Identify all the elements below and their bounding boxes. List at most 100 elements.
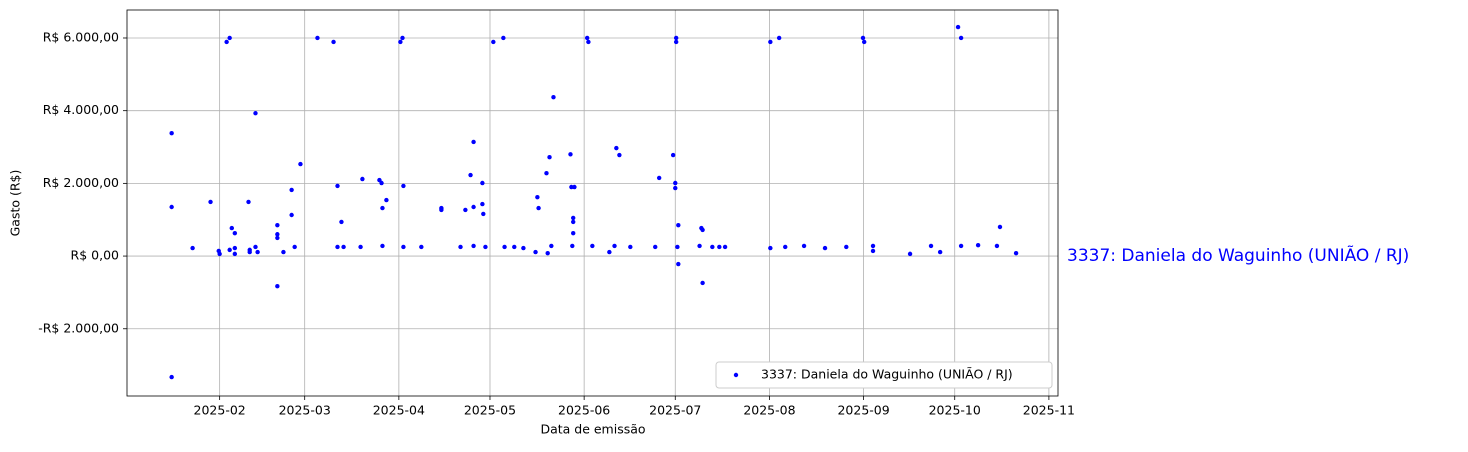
point	[617, 152, 622, 158]
point	[536, 205, 541, 211]
point	[292, 244, 297, 250]
point	[289, 187, 294, 193]
point	[614, 145, 619, 151]
legend-box	[715, 361, 1053, 389]
point	[571, 215, 576, 221]
y-axis-label: Gasto (R$)	[8, 170, 23, 237]
point	[169, 131, 174, 136]
x-tick-label: 2025-03	[279, 403, 331, 418]
point	[521, 245, 526, 251]
point	[571, 230, 576, 236]
point	[229, 225, 234, 231]
point	[380, 243, 385, 249]
point	[700, 227, 705, 233]
point	[717, 244, 722, 250]
point	[844, 244, 849, 250]
x-tick-label: 2025-10	[929, 403, 981, 418]
y-tick-label: R$ 2.000,00	[43, 175, 119, 190]
point	[768, 39, 773, 45]
y-tick-label: R$ 4.000,00	[43, 102, 119, 117]
y-tick-label: R$ 6.000,00	[43, 29, 119, 44]
point	[568, 152, 573, 157]
y-tick-label: R$ 0,00	[71, 248, 119, 263]
x-tick-label: 2025-04	[373, 403, 425, 418]
point	[673, 185, 678, 191]
point	[439, 207, 444, 213]
point	[401, 244, 406, 250]
point	[471, 204, 476, 210]
annotation: 3337: Daniela do Waguinho (UNIÃO / RJ)	[1067, 244, 1409, 266]
point	[533, 249, 538, 255]
point	[994, 243, 1000, 249]
point	[628, 244, 633, 250]
point	[656, 175, 662, 181]
point	[570, 243, 575, 249]
point	[590, 243, 595, 249]
point	[232, 251, 238, 257]
point	[339, 219, 344, 225]
point	[275, 232, 280, 237]
point	[315, 35, 320, 41]
point	[227, 247, 232, 253]
point	[298, 161, 303, 167]
point	[480, 201, 485, 207]
point	[512, 244, 517, 250]
point	[697, 243, 702, 249]
x-tick-label: 2025-08	[743, 403, 795, 418]
point	[676, 261, 681, 267]
x-tick-label: 2025-07	[649, 403, 701, 418]
point	[331, 39, 336, 45]
point	[169, 374, 174, 380]
point	[584, 35, 590, 41]
point	[480, 180, 485, 186]
point	[547, 155, 552, 160]
point	[870, 243, 876, 249]
point	[471, 243, 476, 249]
point	[253, 244, 258, 250]
x-tick-label: 2025-05	[464, 403, 516, 418]
point	[710, 244, 715, 250]
point	[483, 244, 488, 250]
point	[676, 222, 681, 228]
point	[208, 199, 213, 205]
point	[722, 244, 728, 250]
point	[232, 245, 238, 251]
point	[253, 111, 258, 116]
point	[545, 250, 550, 256]
point	[341, 244, 346, 250]
point	[571, 219, 576, 225]
point	[491, 39, 496, 45]
point	[955, 24, 961, 30]
point	[907, 251, 913, 257]
point	[398, 39, 403, 45]
point	[232, 230, 238, 236]
point	[360, 176, 365, 182]
point	[801, 243, 807, 249]
x-tick-label: 2025-02	[194, 403, 246, 418]
point	[255, 249, 260, 255]
point	[860, 35, 866, 41]
point	[612, 243, 617, 249]
point	[380, 205, 385, 211]
point	[281, 249, 286, 255]
point	[551, 95, 556, 100]
x-tick-label: 2025-11	[1023, 403, 1075, 418]
point	[776, 35, 782, 41]
point	[937, 249, 943, 255]
legend-label: 3337: Daniela do Waguinho (UNIÃO / RJ)	[761, 367, 1013, 382]
point	[275, 222, 280, 228]
point	[468, 172, 473, 178]
point	[569, 184, 574, 190]
point	[379, 180, 384, 186]
point	[335, 244, 340, 250]
point	[572, 184, 577, 190]
point	[227, 35, 232, 41]
point	[535, 194, 540, 200]
point	[653, 244, 658, 250]
point	[502, 244, 507, 250]
x-tick-label: 2025-06	[558, 403, 610, 418]
point	[673, 35, 679, 41]
point	[822, 245, 828, 251]
point	[783, 244, 788, 250]
point	[247, 249, 252, 255]
